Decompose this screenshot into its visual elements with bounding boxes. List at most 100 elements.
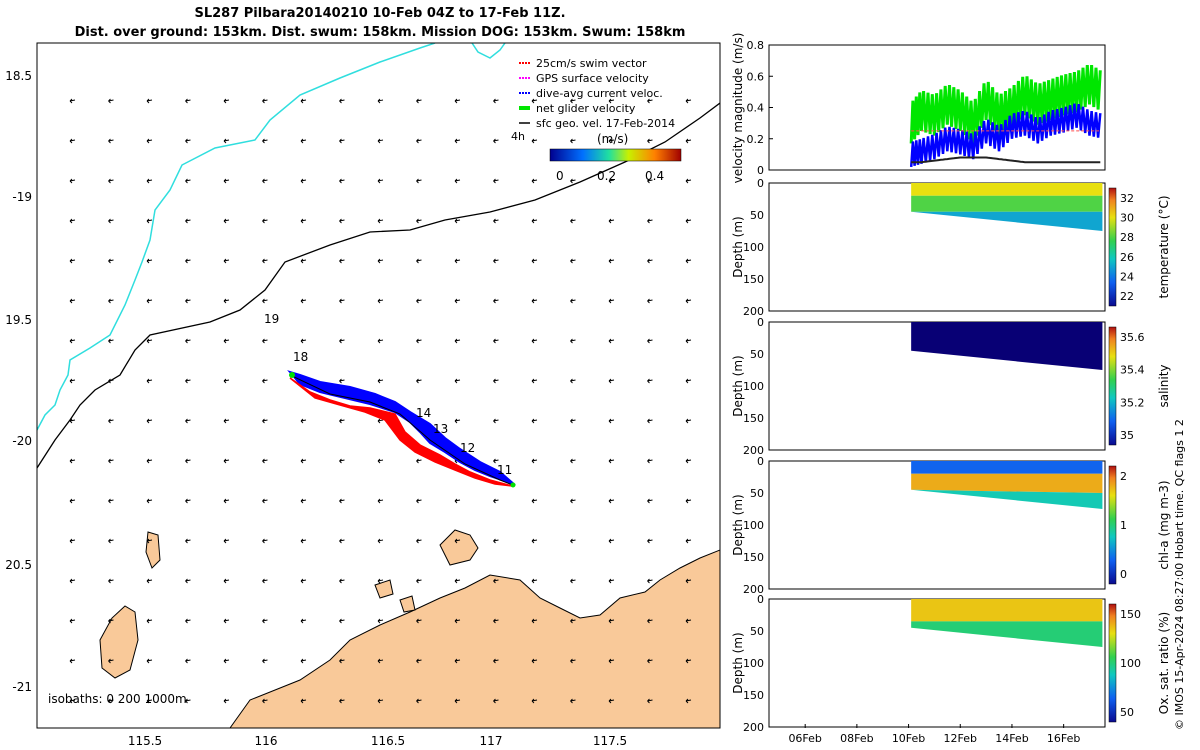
- depth-tick: 200: [743, 721, 764, 734]
- velocity-arrow: [262, 258, 268, 264]
- velocity-arrow: [69, 418, 76, 424]
- velocity-arrow: [647, 178, 653, 184]
- speed-colorbar: [549, 148, 682, 162]
- velocity-arrow: [685, 498, 692, 504]
- velocity-arrow: [223, 618, 230, 624]
- velocity-arrow: [339, 298, 345, 304]
- lon-tick-0: 115.5: [128, 734, 162, 748]
- velocity-arrow: [454, 98, 461, 104]
- velocity-arrow: [647, 698, 653, 704]
- velocity-arrow: [531, 578, 538, 584]
- lon-tick-2: 116.5: [371, 734, 405, 748]
- depth-ylabel: Depth (m): [731, 494, 745, 555]
- depth-tick: 50: [750, 625, 764, 638]
- velocity-arrow: [685, 578, 692, 584]
- velocity-arrow: [647, 538, 653, 544]
- colorbar-label: chl-a (mg m-3): [1157, 480, 1171, 569]
- velocity-arrow: [685, 258, 692, 264]
- day-label-13: 13: [433, 422, 448, 436]
- velocity-arrow: [339, 698, 345, 704]
- isobath-black: [37, 102, 720, 469]
- velocity-arrow: [531, 658, 538, 664]
- velocity-arrow: [146, 98, 153, 104]
- velocity-arrow: [377, 698, 384, 704]
- profile-layer: [911, 183, 1103, 196]
- velocity-arrow: [300, 618, 307, 624]
- velocity-arrow: [416, 578, 422, 584]
- velocity-arrow: [531, 498, 538, 504]
- surface-velocity-arrows: [69, 98, 692, 704]
- velocity-arrow: [531, 338, 538, 344]
- velocity-arrow: [262, 98, 268, 104]
- lat-tick-3: -20: [12, 434, 32, 448]
- depth-tick: 100: [743, 519, 764, 532]
- velocity-arrow: [185, 178, 191, 184]
- velocity-arrow: [185, 618, 191, 624]
- map-lon-axis: 115.5 116 116.5 117 117.5: [128, 734, 627, 748]
- velocity-arrow: [493, 298, 499, 304]
- velocity-arrow: [531, 178, 538, 184]
- day-label-14: 14: [416, 406, 431, 420]
- velocity-arrow: [146, 258, 153, 264]
- profile-panel-3: 0 50 100 150 200 Depth (m) 2 1 0 chl-a (mg m-3): [731, 455, 1171, 596]
- velocity-y-ticks: 0 0.2 0.4 0.6 0.8: [747, 39, 773, 177]
- velocity-arrow: [146, 538, 153, 544]
- depth-tick: 0: [757, 455, 764, 468]
- colorbar-tick: 35.2: [1120, 396, 1145, 409]
- velocity-arrow: [454, 698, 461, 704]
- velocity-arrow: [685, 298, 692, 304]
- colorbar-tick: 24: [1120, 271, 1134, 284]
- velocity-arrow: [262, 618, 268, 624]
- velocity-arrow: [146, 498, 153, 504]
- velocity-panel: 0 0.2 0.4 0.6 0.8 velocity magnitude (m/s): [731, 33, 1106, 183]
- velocity-arrow: [108, 98, 114, 104]
- time-tick: 10Feb: [892, 732, 925, 745]
- velocity-arrow: [416, 618, 422, 624]
- velocity-arrow: [493, 698, 499, 704]
- velocity-arrow: [493, 578, 499, 584]
- velocity-arrow: [185, 458, 191, 464]
- profile-layer: [911, 489, 1103, 509]
- velocity-arrow: [454, 218, 461, 224]
- velocity-arrow: [377, 98, 384, 104]
- depth-tick: 50: [750, 209, 764, 222]
- colorbar-tick: 35: [1120, 429, 1134, 442]
- velocity-arrow: [339, 178, 345, 184]
- velocity-arrow: [223, 138, 230, 144]
- velocity-arrow: [531, 138, 538, 144]
- colorbar-tick: 32: [1120, 192, 1134, 205]
- day-label-12: 12: [460, 441, 475, 455]
- depth-tick: 0: [757, 316, 764, 329]
- depth-tick: 150: [743, 689, 764, 702]
- velocity-arrow: [339, 378, 345, 384]
- velocity-arrow: [570, 698, 576, 704]
- velocity-arrow: [223, 578, 230, 584]
- map-panel: 19 18 14 13 12 11 25cm/s swim vector GPS…: [5, 42, 721, 748]
- velocity-arrow: [69, 458, 76, 464]
- velocity-arrow: [493, 498, 499, 504]
- glider-track: [287, 370, 516, 488]
- velocity-arrow: [146, 338, 153, 344]
- velocity-arrow: [531, 538, 538, 544]
- colorbar-tick: 1: [1120, 519, 1127, 532]
- velocity-arrow: [300, 658, 307, 664]
- velocity-arrow: [377, 618, 384, 624]
- velocity-arrow: [416, 138, 422, 144]
- velocity-arrow: [685, 418, 692, 424]
- velocity-arrow: [185, 578, 191, 584]
- velocity-arrow: [685, 138, 692, 144]
- depth-tick: 150: [743, 273, 764, 286]
- velocity-arrow: [685, 538, 692, 544]
- velocity-arrow: [223, 298, 230, 304]
- velocity-arrow: [570, 218, 576, 224]
- lat-tick-1: -19: [12, 190, 32, 204]
- velocity-arrow: [454, 378, 461, 384]
- colorbar-tick: 35.6: [1120, 331, 1145, 344]
- velocity-arrow: [185, 378, 191, 384]
- velocity-arrow: [300, 338, 307, 344]
- velocity-arrow: [223, 698, 230, 704]
- velocity-arrow: [69, 218, 76, 224]
- velocity-arrow: [647, 418, 653, 424]
- velocity-arrow: [262, 418, 268, 424]
- velocity-arrow: [262, 458, 268, 464]
